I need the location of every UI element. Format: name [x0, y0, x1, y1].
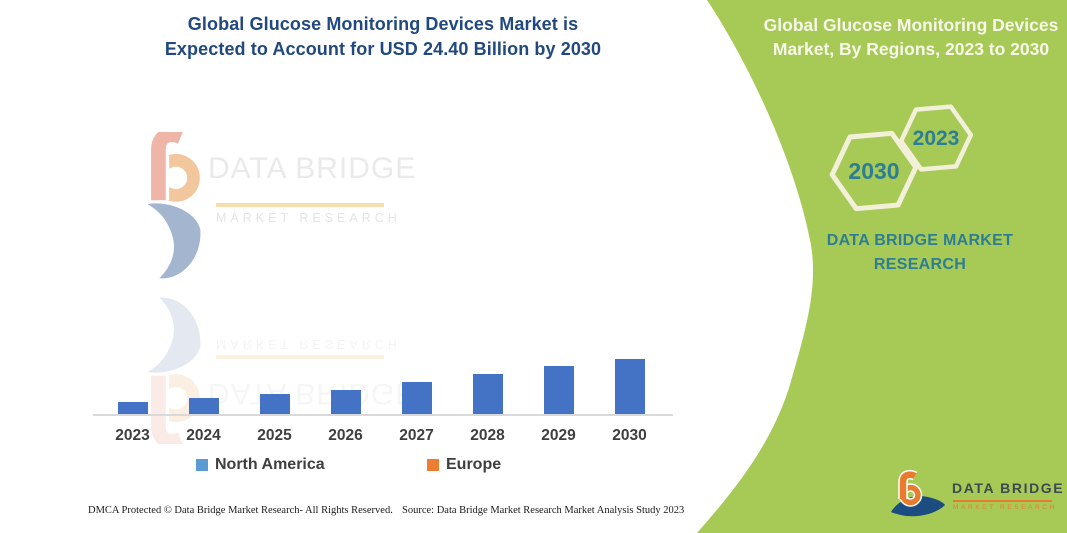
- x-axis-label-2027: 2027: [399, 427, 434, 444]
- x-axis-label-2030: 2030: [612, 427, 647, 444]
- bar-segment-2024-series5: [188, 398, 219, 414]
- bar-segment-2023-series5: [117, 401, 148, 414]
- bar-segment-2026-series5: [330, 390, 361, 414]
- bar-segment-2027-series5: [401, 382, 432, 414]
- x-axis-label-2028: 2028: [470, 427, 505, 444]
- dmca-note: DMCA Protected © Data Bridge Market Rese…: [88, 505, 393, 516]
- bar-segment-2025-series5: [259, 394, 290, 414]
- brand-text: DATA BRIDGE MARKET RESEARCH: [826, 232, 1014, 273]
- logo-wordmark: DATA BRIDGE: [952, 480, 1065, 496]
- x-axis-label-2026: 2026: [328, 427, 363, 444]
- legend-item-north-america: North America: [196, 456, 325, 474]
- side-panel-title: Global Glucose Monitoring Devices Market…: [763, 15, 1059, 59]
- chart-title: Global Glucose Monitoring Devices Market…: [164, 14, 602, 59]
- bar-segment-2028-series5: [472, 374, 503, 414]
- x-axis-label-2024: 2024: [186, 427, 221, 444]
- legend-label: Europe: [446, 456, 502, 473]
- legend-label: North America: [215, 456, 325, 473]
- legend-swatch: [427, 459, 439, 471]
- bar-segment-2030-series5: [614, 358, 645, 414]
- x-axis-label-2023: 2023: [115, 427, 150, 444]
- logo-divider: [953, 500, 1052, 502]
- bar-segment-2029-series5: [543, 366, 574, 414]
- x-axis-line: [93, 414, 673, 416]
- logo-tagline: MARKET RESEARCH: [953, 504, 1057, 511]
- logo-stem: [899, 471, 917, 499]
- data-bridge-logo-icon: [888, 468, 948, 520]
- legend-item-europe: Europe: [427, 456, 501, 474]
- green-panel-shape: [697, 0, 1067, 533]
- data-bridge-logo: DATA BRIDGE MARKET RESEARCH: [888, 468, 1063, 526]
- x-axis-label-2029: 2029: [541, 427, 576, 444]
- legend-swatch: [196, 459, 208, 471]
- source-note: Source: Data Bridge Market Research Mark…: [402, 505, 685, 516]
- x-axis-label-2025: 2025: [257, 427, 292, 444]
